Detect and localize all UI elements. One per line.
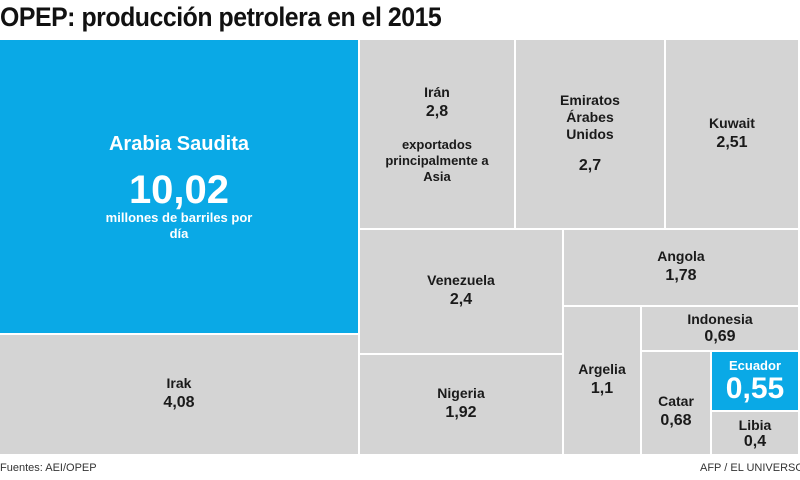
cell-value: 0,68: [660, 412, 692, 429]
cell-value: 2,8: [425, 102, 449, 120]
cell-value: 2,4: [449, 291, 473, 308]
cell-venezuela: Venezuela 2,4: [360, 230, 564, 355]
credit-note: AFP / EL UNIVERSO: [700, 462, 800, 474]
cell-name: Irán: [424, 83, 450, 100]
cell-value: 1,92: [445, 404, 477, 421]
cell-name: Nigeria: [437, 385, 485, 401]
cell-ecuador: Ecuador 0,55: [712, 352, 800, 412]
cell-value: 4,08: [163, 394, 195, 411]
cell-name: Libia: [738, 416, 772, 433]
cell-name: Venezuela: [427, 272, 495, 288]
treemap: Arabia Saudita 10,02 millones de barrile…: [0, 40, 800, 456]
cell-name: Ecuador: [728, 357, 781, 373]
cell-name: Catar: [658, 393, 694, 409]
cell-name: Kuwait: [709, 114, 755, 131]
cell-angola: Angola 1,78: [564, 230, 800, 307]
cell-kuwait: Kuwait 2,51: [666, 40, 800, 230]
cell-name: Irak: [166, 375, 192, 391]
source-note: Fuentes: AEI/OPEP: [0, 462, 97, 474]
cell-argelia: Argelia 1,1: [564, 307, 642, 456]
cell-value: 10,02: [128, 167, 230, 212]
cell-note: exportados principalmente a Asia: [385, 136, 489, 184]
cell-indonesia: Indonesia 0,69: [642, 307, 800, 352]
cell-unit: millones de barriles por día: [105, 209, 253, 241]
cell-value: 2,51: [716, 133, 748, 151]
chart-title: OPEP: producción petrolera en el 2015: [0, 2, 442, 32]
cell-catar: Catar 0,68: [642, 352, 712, 456]
cell-value: 1,1: [590, 380, 614, 397]
cell-emiratos: Emiratos Árabes Unidos 2,7: [516, 40, 666, 230]
cell-name: Emiratos Árabes Unidos: [560, 91, 620, 142]
cell-name: Arabia Saudita: [108, 132, 250, 155]
cell-value: 0,69: [704, 328, 736, 345]
cell-value: 2,7: [578, 156, 602, 174]
cell-arabia-saudita: Arabia Saudita 10,02 millones de barrile…: [0, 40, 360, 335]
cell-value: 0,4: [743, 432, 767, 450]
cell-name: Indonesia: [687, 311, 753, 327]
cell-iran: Irán 2,8 exportados principalmente a Asi…: [360, 40, 516, 230]
cell-name: Angola: [657, 248, 705, 264]
cell-libia: Libia 0,4: [712, 412, 800, 456]
cell-name: Argelia: [578, 361, 626, 377]
cell-value: 1,78: [665, 267, 697, 284]
cell-irak: Irak 4,08: [0, 335, 360, 456]
cell-nigeria: Nigeria 1,92: [360, 355, 564, 456]
cell-value: 0,55: [725, 371, 785, 405]
